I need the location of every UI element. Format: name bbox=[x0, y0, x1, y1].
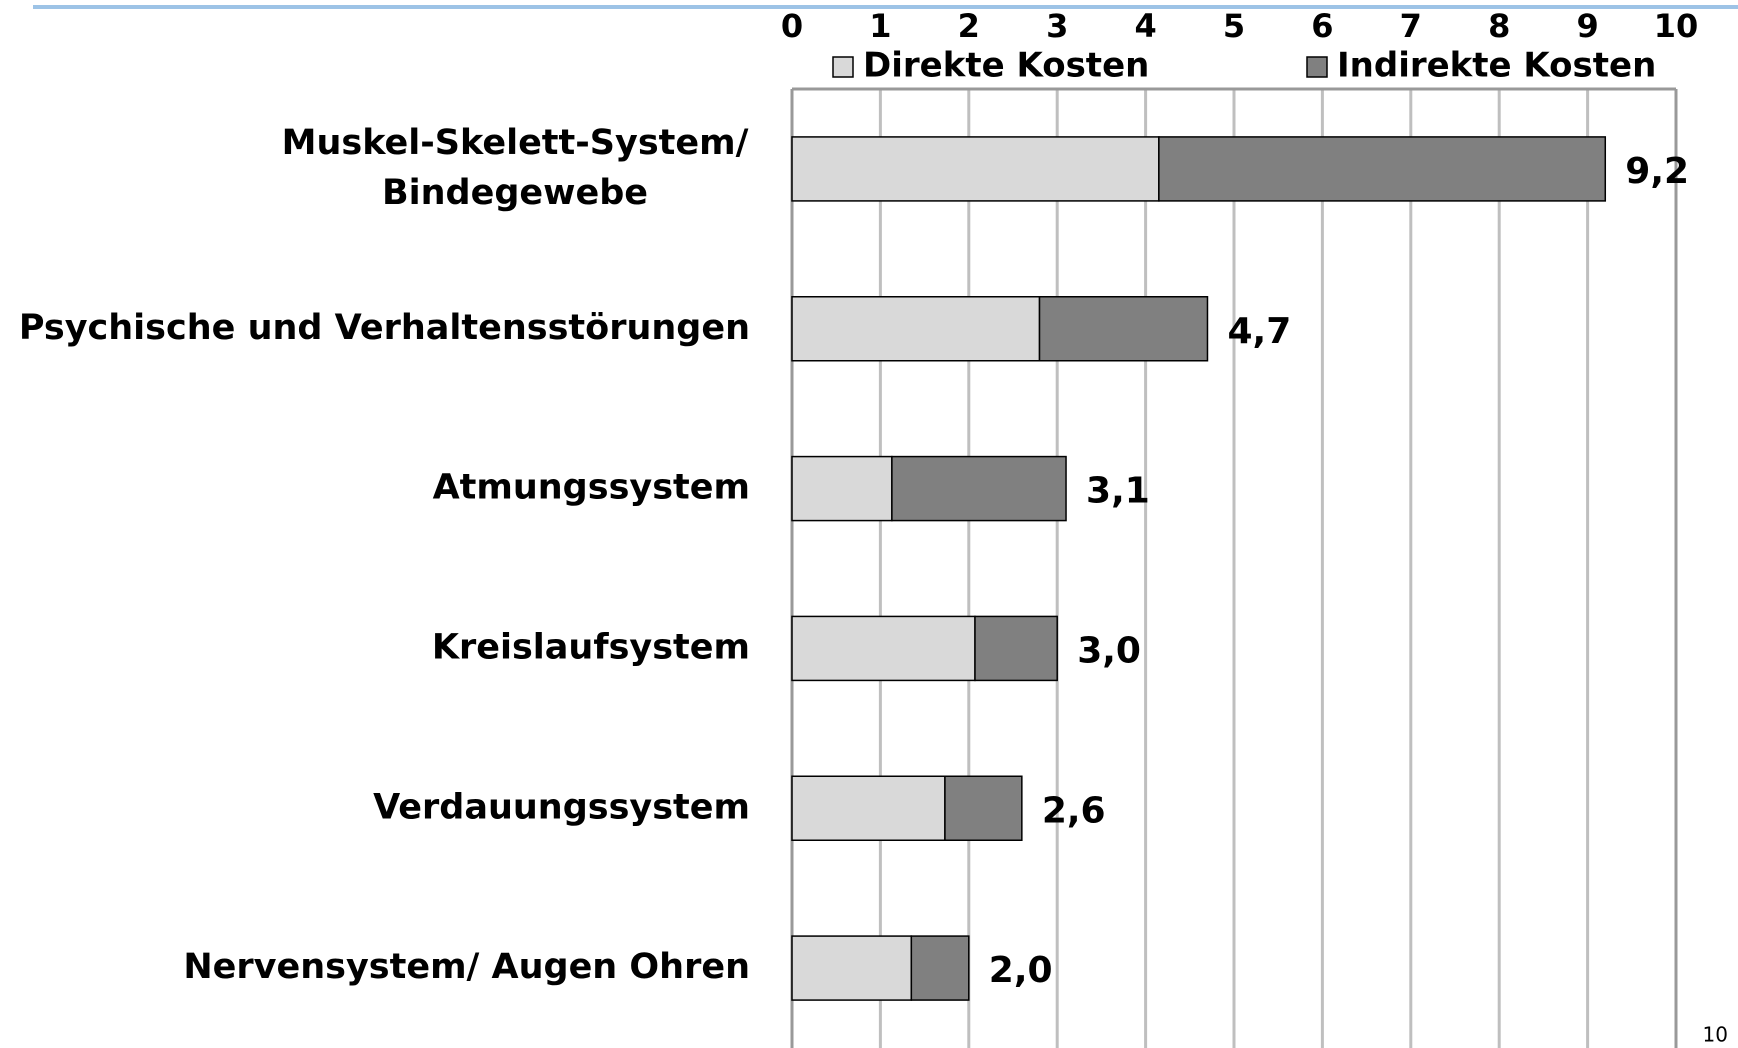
x-tick-label: 4 bbox=[1134, 7, 1156, 45]
total-label: 3,0 bbox=[1077, 630, 1141, 671]
x-tick-label: 5 bbox=[1223, 7, 1245, 45]
y-tick-label: Verdauungssystem bbox=[373, 787, 750, 827]
page-number: 10 bbox=[1703, 1023, 1728, 1047]
y-tick-label: Muskel-Skelett-System/Bindegewebe bbox=[282, 123, 749, 213]
x-tick-label: 8 bbox=[1488, 7, 1510, 45]
legend-label: Indirekte Kosten bbox=[1337, 46, 1656, 86]
y-tick-label: Kreislaufsystem bbox=[432, 627, 750, 667]
bar-segment bbox=[791, 455, 893, 522]
bar-segment bbox=[791, 296, 1041, 362]
x-tick-label: 7 bbox=[1400, 7, 1422, 45]
bar-segment bbox=[791, 775, 946, 841]
bar-segment bbox=[910, 935, 970, 1001]
x-tick-label: 1 bbox=[869, 7, 891, 45]
x-tick-label: 3 bbox=[1046, 7, 1068, 45]
bar-segment bbox=[974, 615, 1058, 682]
y-tick-label: Psychische und Verhaltensstörungen bbox=[19, 308, 750, 348]
total-label: 9,2 bbox=[1625, 151, 1689, 192]
bar-segment bbox=[1038, 296, 1209, 362]
y-tick-label: Atmungssystem bbox=[433, 468, 750, 508]
bar-segment bbox=[891, 455, 1067, 522]
x-tick-label: 6 bbox=[1311, 7, 1333, 45]
bar-segment bbox=[944, 775, 1023, 841]
total-label: 4,7 bbox=[1227, 311, 1291, 352]
bar-segment bbox=[791, 935, 913, 1001]
legend-swatch bbox=[1306, 56, 1328, 78]
bar-segment bbox=[791, 615, 976, 682]
x-tick-label: 2 bbox=[958, 7, 980, 45]
x-tick-label: 10 bbox=[1654, 7, 1699, 45]
total-label: 2,6 bbox=[1042, 790, 1106, 831]
legend-swatch bbox=[832, 56, 854, 78]
bar-segment bbox=[1158, 136, 1607, 202]
total-label: 3,1 bbox=[1086, 471, 1150, 512]
x-tick-label: 0 bbox=[781, 7, 803, 45]
bar-segment bbox=[791, 136, 1160, 202]
legend-label: Direkte Kosten bbox=[863, 46, 1149, 86]
x-tick-label: 9 bbox=[1576, 7, 1598, 45]
total-label: 2,0 bbox=[989, 950, 1053, 991]
y-tick-label: Nervensystem/ Augen Ohren bbox=[183, 947, 750, 987]
